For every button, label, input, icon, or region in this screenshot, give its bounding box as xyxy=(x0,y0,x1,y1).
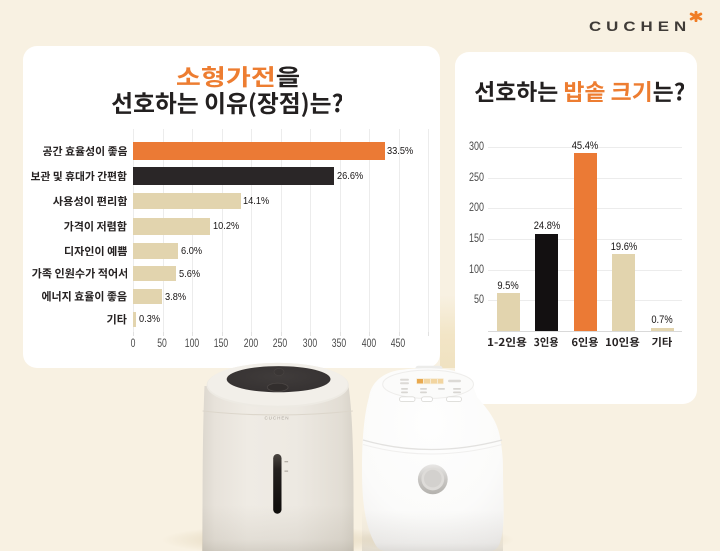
svg-text:CUCHEN: CUCHEN xyxy=(264,415,289,420)
